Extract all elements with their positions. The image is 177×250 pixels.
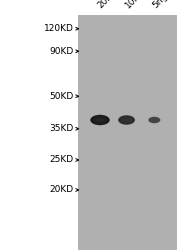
Ellipse shape xyxy=(121,118,132,122)
Ellipse shape xyxy=(90,115,110,125)
Ellipse shape xyxy=(94,118,106,122)
Ellipse shape xyxy=(148,117,160,123)
Ellipse shape xyxy=(150,119,158,121)
Text: 10ng: 10ng xyxy=(124,0,147,10)
Text: 120KD: 120KD xyxy=(44,24,73,33)
Text: 20KD: 20KD xyxy=(49,186,73,194)
Ellipse shape xyxy=(118,115,135,125)
Text: 90KD: 90KD xyxy=(49,47,73,56)
Bar xyxy=(78,15,177,250)
Text: 50KD: 50KD xyxy=(49,92,73,101)
Text: 35KD: 35KD xyxy=(49,124,73,133)
Text: 20ng: 20ng xyxy=(96,0,119,10)
Text: 5ng: 5ng xyxy=(151,0,170,10)
Text: 25KD: 25KD xyxy=(49,156,73,164)
